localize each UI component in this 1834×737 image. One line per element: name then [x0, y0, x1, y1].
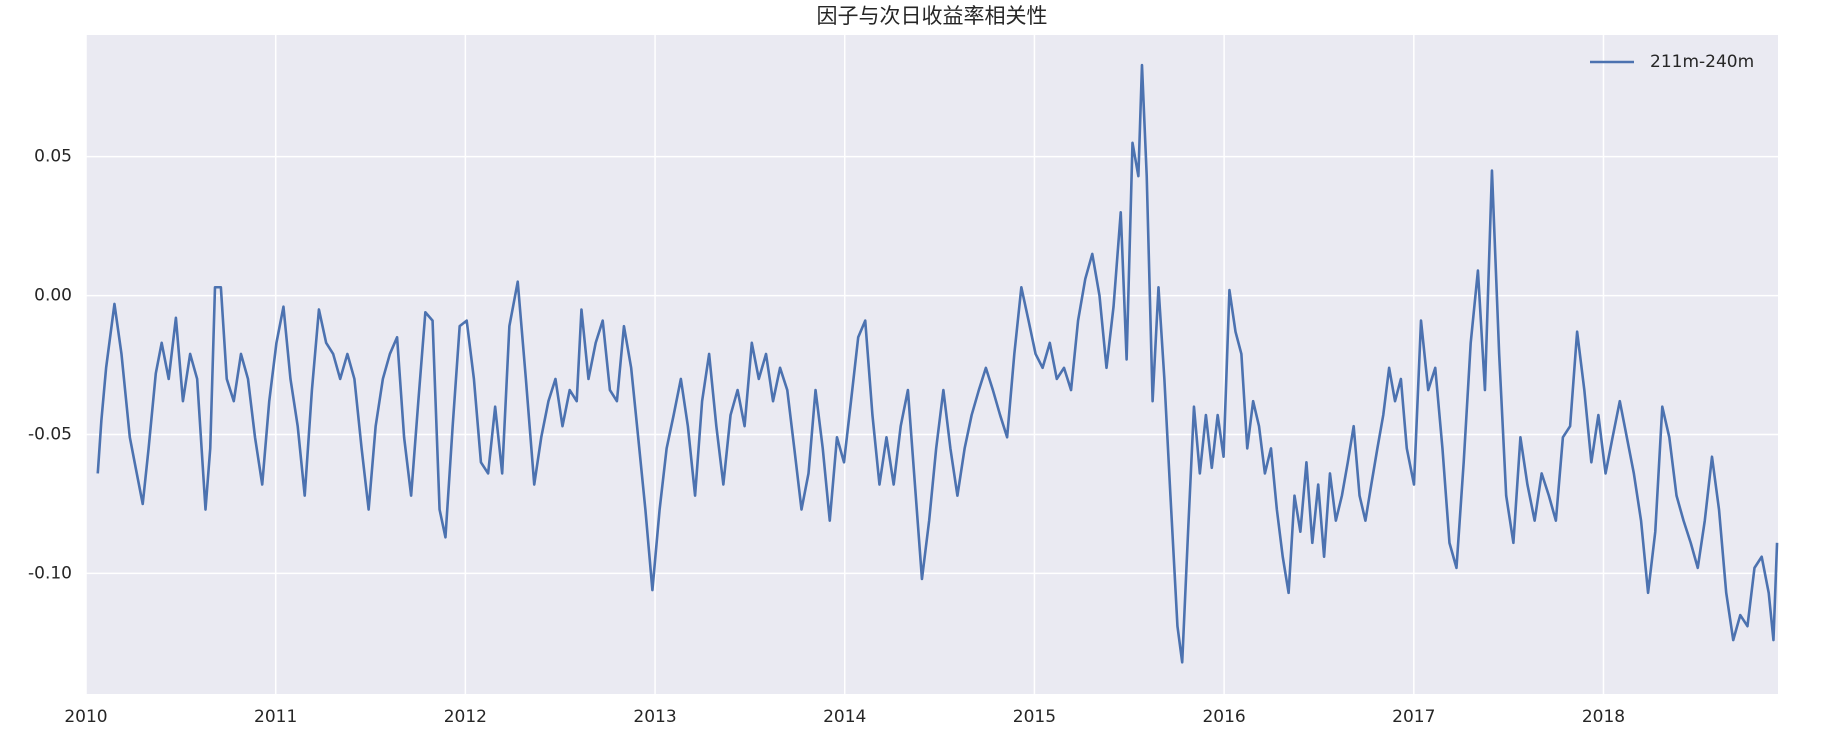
- y-tick-label: -0.05: [28, 425, 72, 445]
- y-tick-label: -0.10: [28, 563, 72, 583]
- x-tick-label: 2010: [64, 707, 107, 727]
- y-tick-label: 0.00: [34, 286, 72, 306]
- plot-area: [86, 35, 1778, 694]
- x-tick-label: 2017: [1392, 707, 1435, 727]
- chart-title: 因子与次日收益率相关性: [817, 4, 1048, 28]
- x-tick-label: 2014: [823, 707, 866, 727]
- x-tick-label: 2013: [633, 707, 676, 727]
- x-tick-label: 2011: [254, 707, 297, 727]
- legend-label: 211m-240m: [1650, 52, 1754, 72]
- x-tick-label: 2018: [1582, 707, 1625, 727]
- y-tick-label: 0.05: [34, 147, 72, 167]
- x-tick-label: 2012: [444, 707, 487, 727]
- x-tick-label: 2016: [1202, 707, 1245, 727]
- x-tick-label: 2015: [1013, 707, 1056, 727]
- line-series: [96, 63, 1779, 664]
